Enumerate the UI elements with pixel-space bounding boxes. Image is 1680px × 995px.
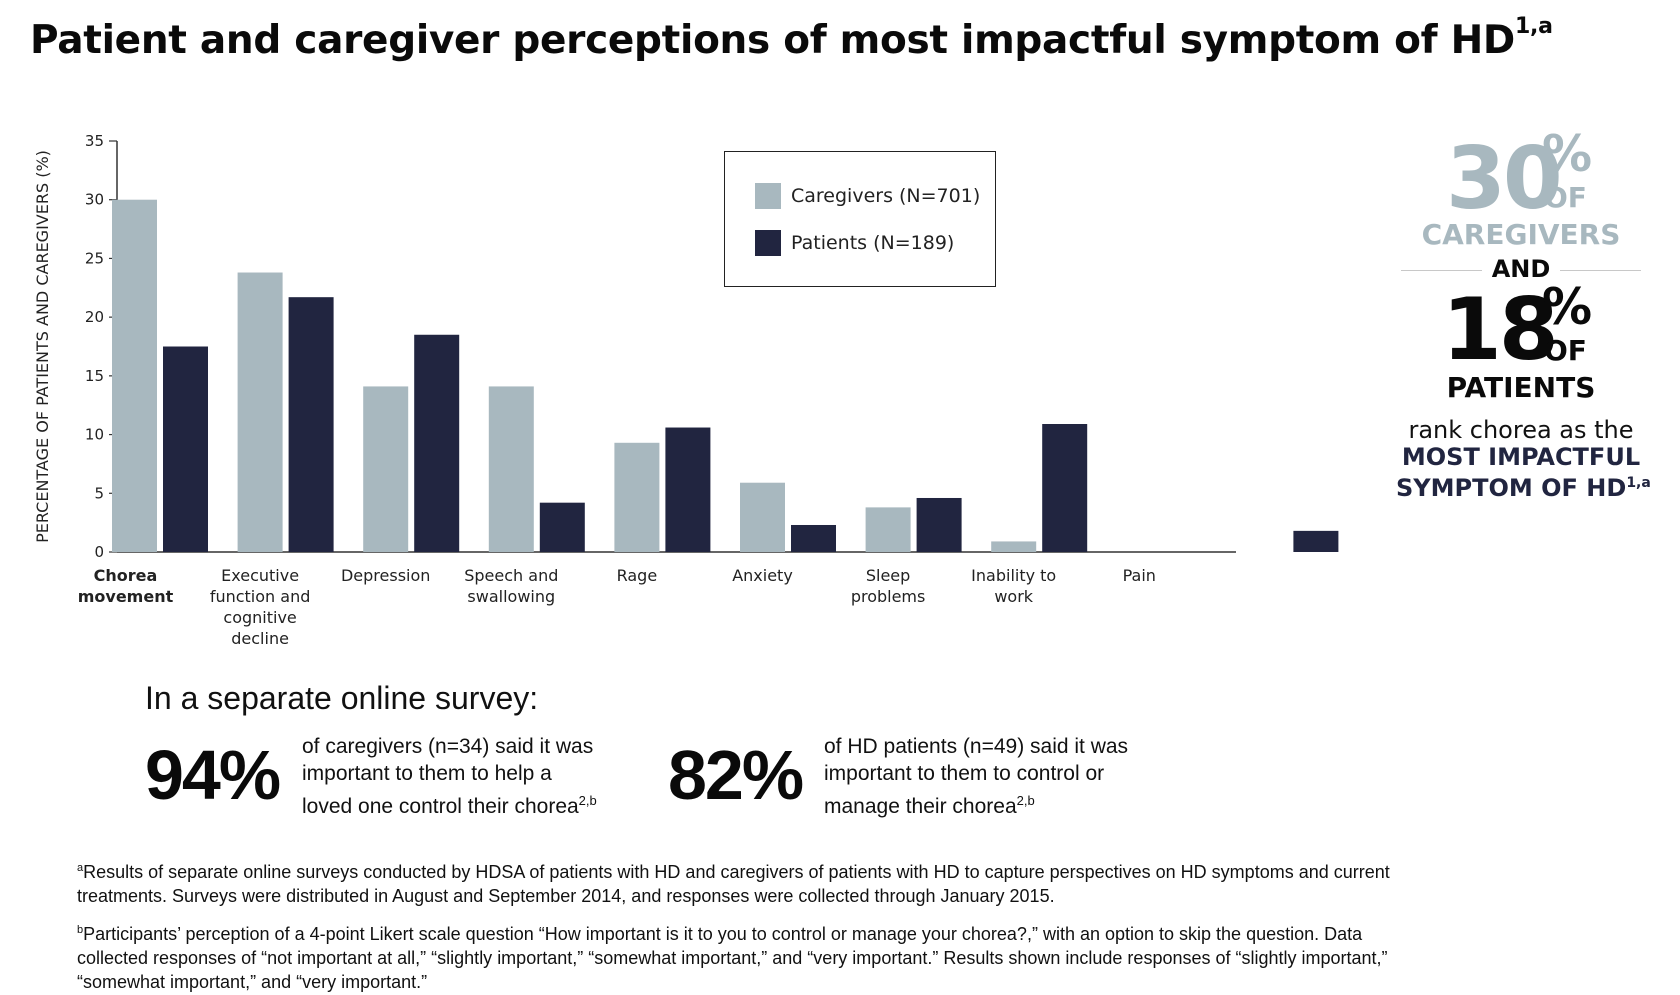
patient-percent-sign: %	[1542, 278, 1593, 336]
x-category-label: problems	[851, 587, 926, 606]
patient-percent-block: 18 % OF	[1396, 278, 1646, 373]
x-category-label: Depression	[341, 566, 430, 585]
bar-patients	[791, 524, 836, 552]
and-word: AND	[1481, 255, 1561, 283]
page-title: Patient and caregiver perceptions of mos…	[30, 14, 1553, 63]
stat-patients-line-1: of HD patients (n=49) said it was	[824, 735, 1129, 758]
legend-swatch-caregivers	[755, 183, 781, 209]
chart-legend: Caregivers (N=701) Patients (N=189)	[724, 151, 996, 287]
footnote-b-text: Participants’ perception of a 4-point Li…	[77, 924, 1388, 992]
stat-patients-line-2: important to them to control or	[824, 762, 1105, 785]
survey-heading: In a separate online survey:	[145, 680, 539, 716]
legend-label-patients: Patients (N=189)	[791, 232, 955, 254]
x-category-label: Inability to	[971, 566, 1056, 585]
stat-patients-sup: 2,b	[1016, 793, 1035, 808]
patient-of: OF	[1544, 334, 1587, 367]
footnote-b-mark: b	[77, 924, 84, 936]
page-title-text: Patient and caregiver perceptions of mos…	[30, 18, 1515, 63]
x-category-label: Pain	[1123, 566, 1156, 585]
bar-patients	[665, 427, 711, 552]
x-category-label: Rage	[617, 566, 658, 585]
y-tick-label: 0	[94, 543, 104, 561]
footnote-a-text: Results of separate online surveys condu…	[77, 862, 1390, 906]
chart-labels: Chorea movement Executive function and cogni…	[78, 566, 1156, 648]
x-category-label: cognitive	[223, 608, 296, 627]
x-category-label: Speech and	[464, 566, 558, 585]
bar-caregivers	[740, 482, 785, 552]
legend-label-caregivers: Caregivers (N=701)	[791, 185, 981, 207]
chorea-callout: 30 % OF CAREGIVERS AND 18 % OF PATIENTS …	[1396, 125, 1651, 502]
y-tick-label: 5	[94, 484, 104, 502]
x-category-label: Sleep	[866, 566, 910, 585]
x-category-label: decline	[231, 629, 289, 648]
y-tick-label: 10	[85, 426, 104, 444]
symptom-line-sup: 1,a	[1626, 475, 1651, 491]
y-tick-label: 35	[85, 132, 104, 150]
stat-caregivers-text: of caregivers (n=34) said it was importa…	[302, 733, 597, 820]
bar-caregivers	[991, 541, 1037, 552]
bar-patients	[1293, 530, 1339, 552]
footnote-b: bParticipants’ perception of a 4-point L…	[77, 918, 1417, 994]
legend-swatch-patients	[755, 230, 781, 256]
bar-caregivers	[237, 272, 283, 552]
bar-chart: 0 5 10 15 20 25 30 35 PERCENTAGE OF PATIENTS AND…	[33, 132, 1339, 648]
patient-percent-value: 18	[1442, 280, 1559, 380]
caregiver-percent-sign: %	[1542, 125, 1593, 183]
bar-patients	[539, 502, 585, 552]
symptom-line: SYMPTOM OF HD1,a	[1396, 470, 1651, 502]
symptom-line-text: SYMPTOM OF HD	[1396, 474, 1627, 502]
bar-caregivers	[614, 442, 660, 552]
y-tick-label: 25	[85, 249, 104, 267]
title-superscript: 1,a	[1515, 14, 1553, 39]
caregiver-of: OF	[1544, 181, 1587, 214]
stat-patients-line-3: manage their chorea2,b	[824, 787, 1128, 820]
footnote-a-mark: a	[77, 862, 84, 874]
bar-caregivers	[112, 199, 157, 552]
chart-bars	[112, 199, 1339, 552]
rank-line: rank chorea as the	[1408, 416, 1634, 444]
x-category-label: work	[994, 587, 1033, 606]
bar-caregivers	[363, 386, 409, 552]
caregiver-percent-value: 30	[1446, 129, 1563, 229]
bar-caregivers	[488, 386, 534, 552]
x-category-label: movement	[78, 587, 174, 606]
caregiver-percent-block: 30 % OF	[1396, 125, 1646, 222]
x-category-label: Executive	[221, 566, 299, 585]
y-tick-label: 30	[85, 191, 104, 209]
bar-patients	[1042, 424, 1088, 552]
y-tick-label: 20	[85, 308, 104, 326]
x-category-label: function and	[210, 587, 311, 606]
legend-item-caregivers: Caregivers (N=701)	[755, 183, 980, 209]
stat-caregivers-line-1: of caregivers (n=34) said it was	[302, 735, 594, 758]
bar-patients	[163, 346, 208, 552]
and-row: AND	[1396, 255, 1646, 285]
stat-caregivers-sup: 2,b	[578, 793, 597, 808]
bar-caregivers	[865, 507, 911, 552]
stat-caregivers-value: 94%	[145, 736, 281, 814]
most-impactful-line: MOST IMPACTFUL	[1401, 443, 1641, 471]
y-tick-label: 15	[85, 367, 104, 385]
legend-item-patients: Patients (N=189)	[755, 230, 954, 256]
patients-word: PATIENTS	[1446, 371, 1596, 404]
stat-patients-value: 82%	[668, 736, 804, 814]
stat-patients-line-3-text: manage their chorea	[824, 795, 1017, 818]
bar-patients	[414, 334, 460, 552]
caregivers-word: CAREGIVERS	[1421, 218, 1621, 251]
x-category-label: Anxiety	[732, 566, 793, 585]
y-axis-title: PERCENTAGE OF PATIENTS AND CAREGIVERS (%…	[33, 150, 52, 543]
x-category-label: Chorea	[94, 566, 158, 585]
bar-patients	[916, 497, 962, 552]
stat-patients-text: of HD patients (n=49) said it was import…	[824, 733, 1128, 820]
stat-caregivers-line-2: important to them to help a	[302, 762, 552, 785]
bar-patients	[288, 297, 334, 552]
x-category-label: swallowing	[467, 587, 555, 606]
stat-caregivers-line-3: loved one control their chorea2,b	[302, 787, 597, 820]
stat-caregivers-line-3-text: loved one control their chorea	[302, 795, 579, 818]
footnote-a: aResults of separate online surveys cond…	[77, 856, 1417, 908]
